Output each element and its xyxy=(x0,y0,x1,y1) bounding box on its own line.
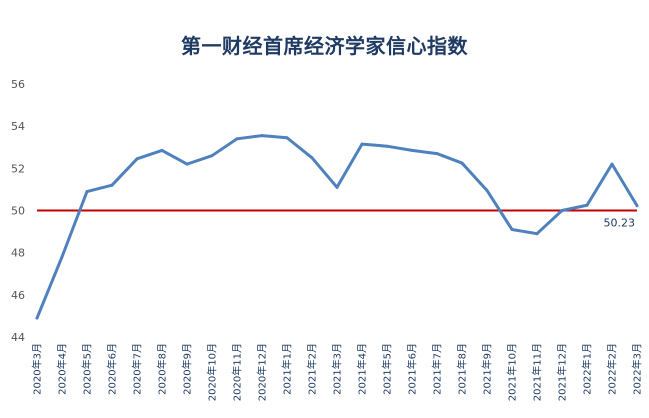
data-point xyxy=(160,148,164,152)
data-point xyxy=(635,204,639,208)
x-tick-label: 2020年11月 xyxy=(231,343,244,401)
data-point xyxy=(60,255,64,259)
data-point xyxy=(260,134,264,138)
data-point xyxy=(135,157,139,161)
x-tick-label: 2021年8月 xyxy=(456,343,469,395)
y-tick-label: 46 xyxy=(11,289,25,302)
data-point xyxy=(410,148,414,152)
x-tick-label: 2021年4月 xyxy=(356,343,369,395)
data-point xyxy=(185,162,189,166)
y-tick-label: 48 xyxy=(11,247,25,260)
data-point xyxy=(35,316,39,320)
data-point xyxy=(460,161,464,165)
x-tick-label: 2020年12月 xyxy=(256,343,269,401)
last-value-label: 50.23 xyxy=(604,217,636,230)
x-tick-label: 2022年3月 xyxy=(631,343,644,395)
x-tick-label: 2020年4月 xyxy=(56,343,69,395)
y-axis: 44 46 48 50 52 54 56 xyxy=(11,78,25,344)
series-line xyxy=(35,134,639,320)
x-tick-label: 2020年7月 xyxy=(131,343,144,395)
data-points xyxy=(35,134,639,320)
data-point xyxy=(435,152,439,156)
x-tick-label: 2021年7月 xyxy=(431,343,444,395)
x-tick-label: 2021年1月 xyxy=(281,343,294,395)
x-tick-label: 2020年8月 xyxy=(156,343,169,395)
data-point xyxy=(485,188,489,192)
x-tick-label: 2021年2月 xyxy=(306,343,319,395)
chart-title: 第一财经首席经济学家信心指数 xyxy=(181,34,468,58)
x-tick-label: 2020年3月 xyxy=(31,343,44,395)
x-tick-label: 2020年9月 xyxy=(181,343,194,395)
y-tick-label: 54 xyxy=(11,120,25,133)
x-tick-label: 2021年10月 xyxy=(506,343,519,401)
data-point xyxy=(560,209,564,212)
data-point xyxy=(235,137,239,141)
data-point xyxy=(385,144,389,148)
x-tick-label: 2020年10月 xyxy=(206,343,219,401)
x-tick-label: 2021年11月 xyxy=(531,343,544,401)
data-point xyxy=(585,203,589,207)
x-tick-label: 2021年3月 xyxy=(331,343,344,395)
x-tick-label: 2020年5月 xyxy=(81,343,94,395)
x-axis: 2020年3月 2020年4月 2020年5月 2020年6月 2020年7月 2020年… xyxy=(31,343,644,401)
data-point xyxy=(610,162,614,166)
x-tick-label: 2021年12月 xyxy=(556,343,569,401)
data-point xyxy=(85,190,89,194)
data-point xyxy=(110,183,114,187)
y-tick-label: 44 xyxy=(11,331,25,344)
y-tick-label: 52 xyxy=(11,162,25,175)
y-tick-label: 56 xyxy=(11,78,25,91)
x-tick-label: 2020年6月 xyxy=(106,343,119,395)
data-point xyxy=(285,136,289,140)
data-point xyxy=(360,142,364,146)
x-tick-label: 2021年9月 xyxy=(481,343,494,395)
y-tick-label: 50 xyxy=(11,205,25,218)
data-point xyxy=(210,154,214,158)
x-tick-label: 2022年1月 xyxy=(581,343,594,395)
x-tick-label: 2022年2月 xyxy=(606,343,619,395)
data-point xyxy=(510,227,514,231)
data-point xyxy=(335,185,339,189)
data-point xyxy=(310,156,314,160)
x-tick-label: 2021年5月 xyxy=(381,343,394,395)
data-point xyxy=(535,232,539,236)
x-tick-label: 2021年6月 xyxy=(406,343,419,395)
